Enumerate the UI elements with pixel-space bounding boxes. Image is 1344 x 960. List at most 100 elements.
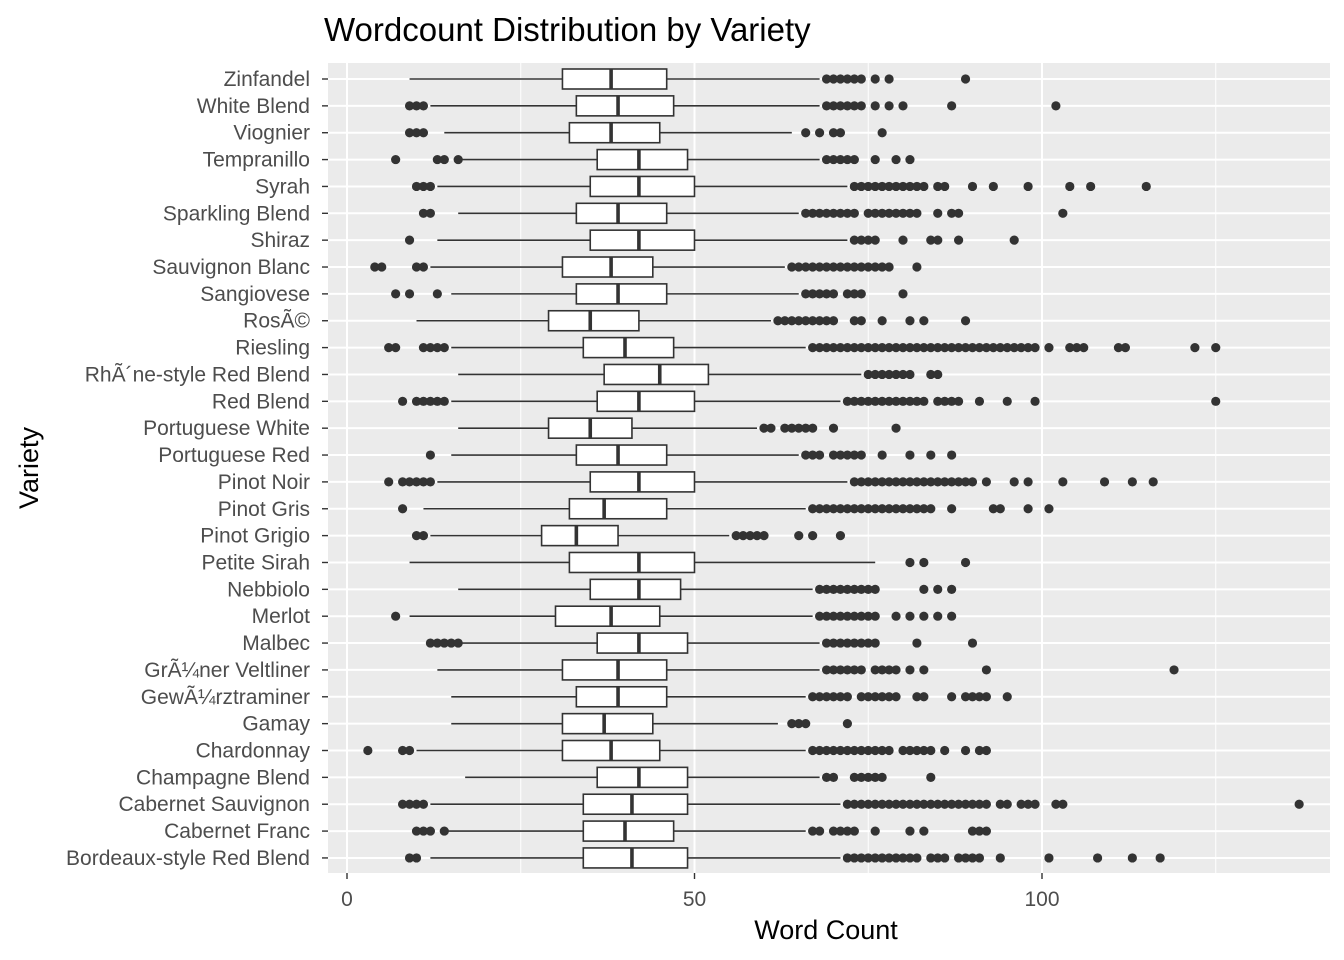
outlier-point: [745, 531, 755, 541]
outlier-point: [870, 692, 880, 702]
outlier-point: [863, 181, 873, 192]
outlier-point: [835, 504, 846, 514]
outlier-point: [905, 477, 915, 487]
y-tick-label: Sangiovese: [200, 283, 310, 306]
outlier-point: [877, 343, 887, 353]
outlier-point: [842, 799, 853, 809]
outlier-point: [439, 826, 449, 836]
outlier-point: [835, 208, 846, 218]
y-tick-label: Chardonnay: [196, 740, 311, 763]
outlier-point: [821, 504, 832, 514]
outlier-point: [884, 101, 894, 111]
outlier-point: [905, 557, 915, 568]
outlier-point: [425, 343, 435, 353]
outlier-point: [912, 181, 922, 192]
outlier-point: [856, 772, 866, 782]
box-iqr: [575, 444, 668, 466]
outlier-point: [940, 799, 950, 809]
outlier-point: [884, 504, 894, 514]
box-30: [404, 847, 1165, 869]
outlier-point: [432, 343, 442, 353]
outlier-point: [863, 584, 873, 594]
outlier-point: [891, 423, 901, 433]
outlier-point: [835, 665, 846, 675]
outlier-point: [884, 692, 894, 702]
outlier-point: [1120, 343, 1130, 353]
outlier-point: [954, 853, 964, 863]
outlier-point: [842, 504, 853, 514]
outlier-point: [453, 638, 463, 648]
outlier-point: [1127, 477, 1137, 487]
box-26: [363, 739, 992, 762]
outlier-point: [954, 396, 964, 406]
outlier-point: [1016, 799, 1026, 809]
outlier-point: [418, 262, 429, 272]
outlier-point: [967, 853, 978, 863]
outlier-point: [947, 101, 957, 111]
outlier-point: [828, 450, 839, 460]
outlier-point: [988, 181, 998, 192]
outlier-point: [898, 369, 908, 380]
chart-title: Wordcount Distribution by Variety: [324, 11, 811, 48]
outlier-point: [981, 826, 992, 836]
box-22: [425, 632, 978, 654]
outlier-point: [947, 611, 957, 621]
outlier-point: [898, 477, 908, 487]
outlier-point: [411, 477, 422, 487]
box-8: [370, 256, 922, 278]
outlier-point: [363, 745, 373, 756]
outlier-point: [821, 74, 832, 84]
outlier-point: [891, 853, 901, 863]
outlier-point: [856, 396, 866, 406]
outlier-point: [877, 450, 887, 460]
outlier-point: [967, 826, 978, 836]
box-iqr: [589, 471, 696, 493]
box-iqr: [589, 229, 696, 251]
outlier-point: [842, 638, 853, 648]
outlier-point: [1058, 208, 1068, 218]
outlier-point: [404, 289, 415, 299]
outlier-point: [842, 154, 853, 165]
outlier-point: [821, 611, 832, 621]
outlier-point: [738, 531, 748, 541]
outlier-point: [370, 262, 380, 272]
x-axis-title: Word Count: [754, 915, 898, 945]
outlier-point: [1044, 504, 1054, 514]
outlier-point: [905, 154, 915, 165]
box-3: [404, 121, 887, 144]
outlier-point: [815, 826, 825, 836]
outlier-point: [404, 477, 415, 487]
outlier-point: [828, 692, 839, 702]
y-tick-label: Merlot: [252, 605, 311, 628]
outlier-point: [940, 477, 950, 487]
outlier-point: [828, 638, 839, 648]
outlier-point: [1058, 477, 1068, 487]
outlier-point: [835, 128, 846, 138]
y-tick-label: Syrah: [255, 175, 310, 198]
outlier-point: [947, 343, 957, 353]
outlier-point: [898, 208, 908, 218]
outlier-point: [1016, 343, 1026, 353]
outlier-point: [940, 181, 950, 192]
outlier-point: [849, 799, 859, 809]
outlier-point: [856, 181, 866, 192]
outlier-point: [954, 343, 964, 353]
outlier-point: [905, 853, 915, 863]
outlier-point: [411, 262, 422, 272]
outlier-point: [919, 611, 929, 621]
outlier-point: [425, 638, 435, 648]
outlier-point: [1093, 853, 1103, 863]
outlier-point: [828, 289, 839, 299]
outlier-point: [877, 799, 887, 809]
y-tick-label: Petite Sirah: [201, 551, 310, 574]
outlier-point: [926, 369, 936, 380]
outlier-point: [863, 611, 873, 621]
outlier-point: [898, 504, 908, 514]
x-tick-label: 0: [341, 888, 353, 911]
outlier-point: [418, 826, 429, 836]
outlier-point: [808, 450, 818, 460]
outlier-point: [398, 504, 408, 514]
outlier-point: [856, 477, 866, 487]
outlier-point: [759, 531, 769, 541]
outlier-point: [411, 396, 422, 406]
